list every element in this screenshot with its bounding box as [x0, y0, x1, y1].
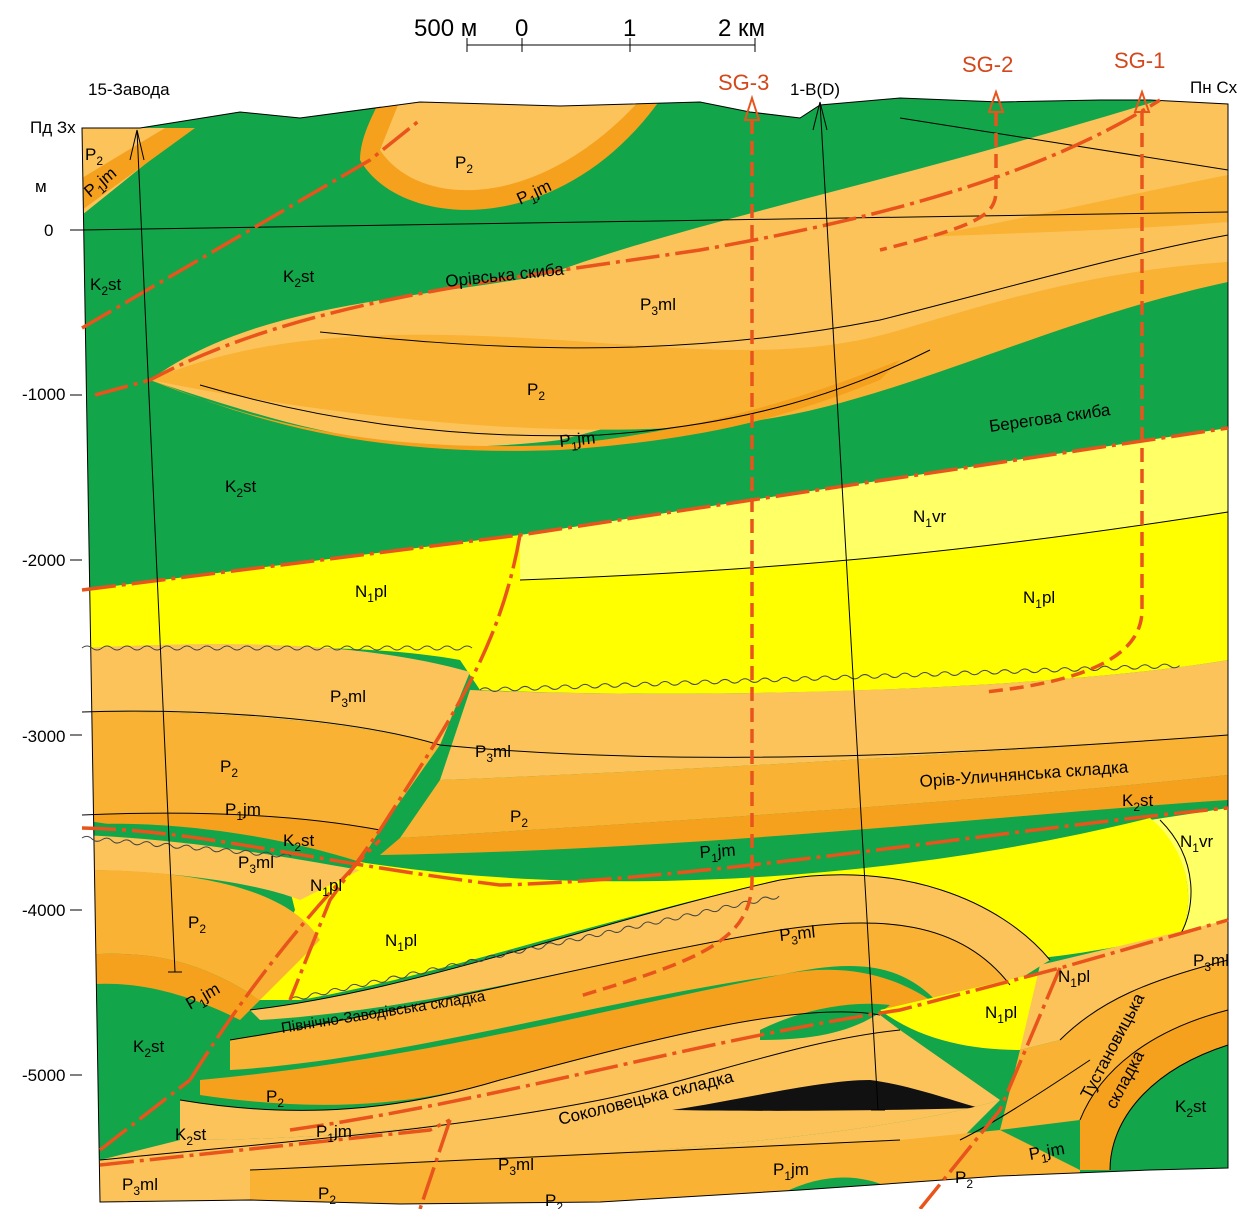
- unit-label-p1jm: P1jm: [773, 1160, 809, 1183]
- unit-label-p3ml: P3ml: [1193, 951, 1229, 974]
- unit-label-p2: P2: [220, 757, 238, 780]
- well-label-sg2: SG-2: [962, 52, 1013, 77]
- unit-label-n1vr: N1vr: [913, 507, 946, 530]
- unit-labels: P2 P1jm P2 P1jm K2st K2st P3ml P2 P1jm K2st N1vr N1…: [80, 145, 1229, 1209]
- unit-label-p2: P2: [318, 1184, 336, 1207]
- unit-label-p1jm: P1jm: [699, 841, 737, 866]
- depth-axis: м 0 -1000 -2000 -3000 -4000 -5000: [22, 177, 82, 1085]
- unit-label-p2: P2: [527, 380, 545, 403]
- faults: [81, 98, 1229, 1209]
- well-label-15-zavoda: 15-Завода: [88, 80, 170, 99]
- unit-label-k2st: K2st: [90, 275, 122, 298]
- scale-label-500m: 500 м: [414, 15, 477, 42]
- unit-label-k2st: K2st: [1175, 1097, 1207, 1120]
- scale-bar: 500 м 0 1 2 км: [414, 15, 765, 52]
- unit-label-p3ml: P3ml: [122, 1175, 158, 1198]
- unit-label-k2st: K2st: [283, 831, 315, 854]
- unit-label-p3ml: P3ml: [475, 742, 511, 765]
- axis-tick-3000: -3000: [22, 727, 65, 746]
- axis-tick-1000: -1000: [22, 385, 65, 404]
- unit-label-k2st: K2st: [1122, 791, 1154, 814]
- unit-label-n1vr: N1vr: [1180, 832, 1213, 855]
- unit-label-p3ml: P3ml: [778, 922, 816, 949]
- direction-left: Пд Зх: [30, 118, 76, 137]
- unit-label-k2st: K2st: [283, 267, 315, 290]
- unit-label-k2st: K2st: [175, 1125, 207, 1148]
- sg-boreholes: [579, 88, 1151, 998]
- unit-label-p3ml: P3ml: [238, 853, 274, 876]
- unit-label-n1pl: N1pl: [310, 876, 342, 899]
- unit-label-p3ml: P3ml: [498, 1155, 534, 1178]
- axis-tick-5000: -5000: [22, 1066, 65, 1085]
- unit-label-p1jm: P1jm: [316, 1122, 352, 1145]
- unit-label-p3ml: P3ml: [640, 295, 676, 318]
- unit-label-n1pl: N1pl: [1058, 967, 1090, 990]
- unit-label-p2: P2: [188, 913, 206, 936]
- unit-label-k2st: K2st: [225, 477, 257, 500]
- well-paths: [129, 101, 885, 1111]
- unit-label-n1pl: N1pl: [385, 931, 417, 954]
- unit-label-n1pl: N1pl: [355, 582, 387, 605]
- unit-label-p2: P2: [266, 1087, 284, 1110]
- scale-label-0: 0: [515, 15, 528, 42]
- unit-label-p1jm: P1jm: [225, 800, 261, 823]
- axis-tick-4000: -4000: [22, 901, 65, 920]
- axis-tick-2000: -2000: [22, 551, 65, 570]
- scale-label-1: 1: [623, 15, 636, 42]
- unit-label-p2: P2: [85, 145, 103, 168]
- scale-label-2km: 2 км: [718, 15, 765, 42]
- unit-label-n1pl: N1pl: [985, 1003, 1017, 1026]
- well-label-sg1: SG-1: [1114, 48, 1165, 73]
- unit-label-p2: P2: [455, 153, 473, 176]
- unit-label-p2: P2: [510, 807, 528, 830]
- well-label-1b: 1-B(D): [790, 80, 840, 99]
- well-label-sg3: SG-3: [718, 70, 769, 95]
- axis-unit: м: [35, 177, 47, 196]
- unit-label-n1pl: N1pl: [1023, 588, 1055, 611]
- unit-label-p1jm: P1jm: [1027, 1139, 1066, 1168]
- unit-label-p2: P2: [545, 1191, 563, 1209]
- unit-label-p2: P2: [955, 1168, 973, 1191]
- unit-label-p3ml: P3ml: [330, 687, 366, 710]
- unit-label-k2st: K2st: [133, 1037, 165, 1060]
- direction-right: Пн Сх: [1190, 78, 1238, 97]
- unconformities: [81, 645, 1180, 1001]
- axis-tick-0: 0: [44, 221, 53, 240]
- unit-label-p1jm: P1jm: [558, 428, 596, 455]
